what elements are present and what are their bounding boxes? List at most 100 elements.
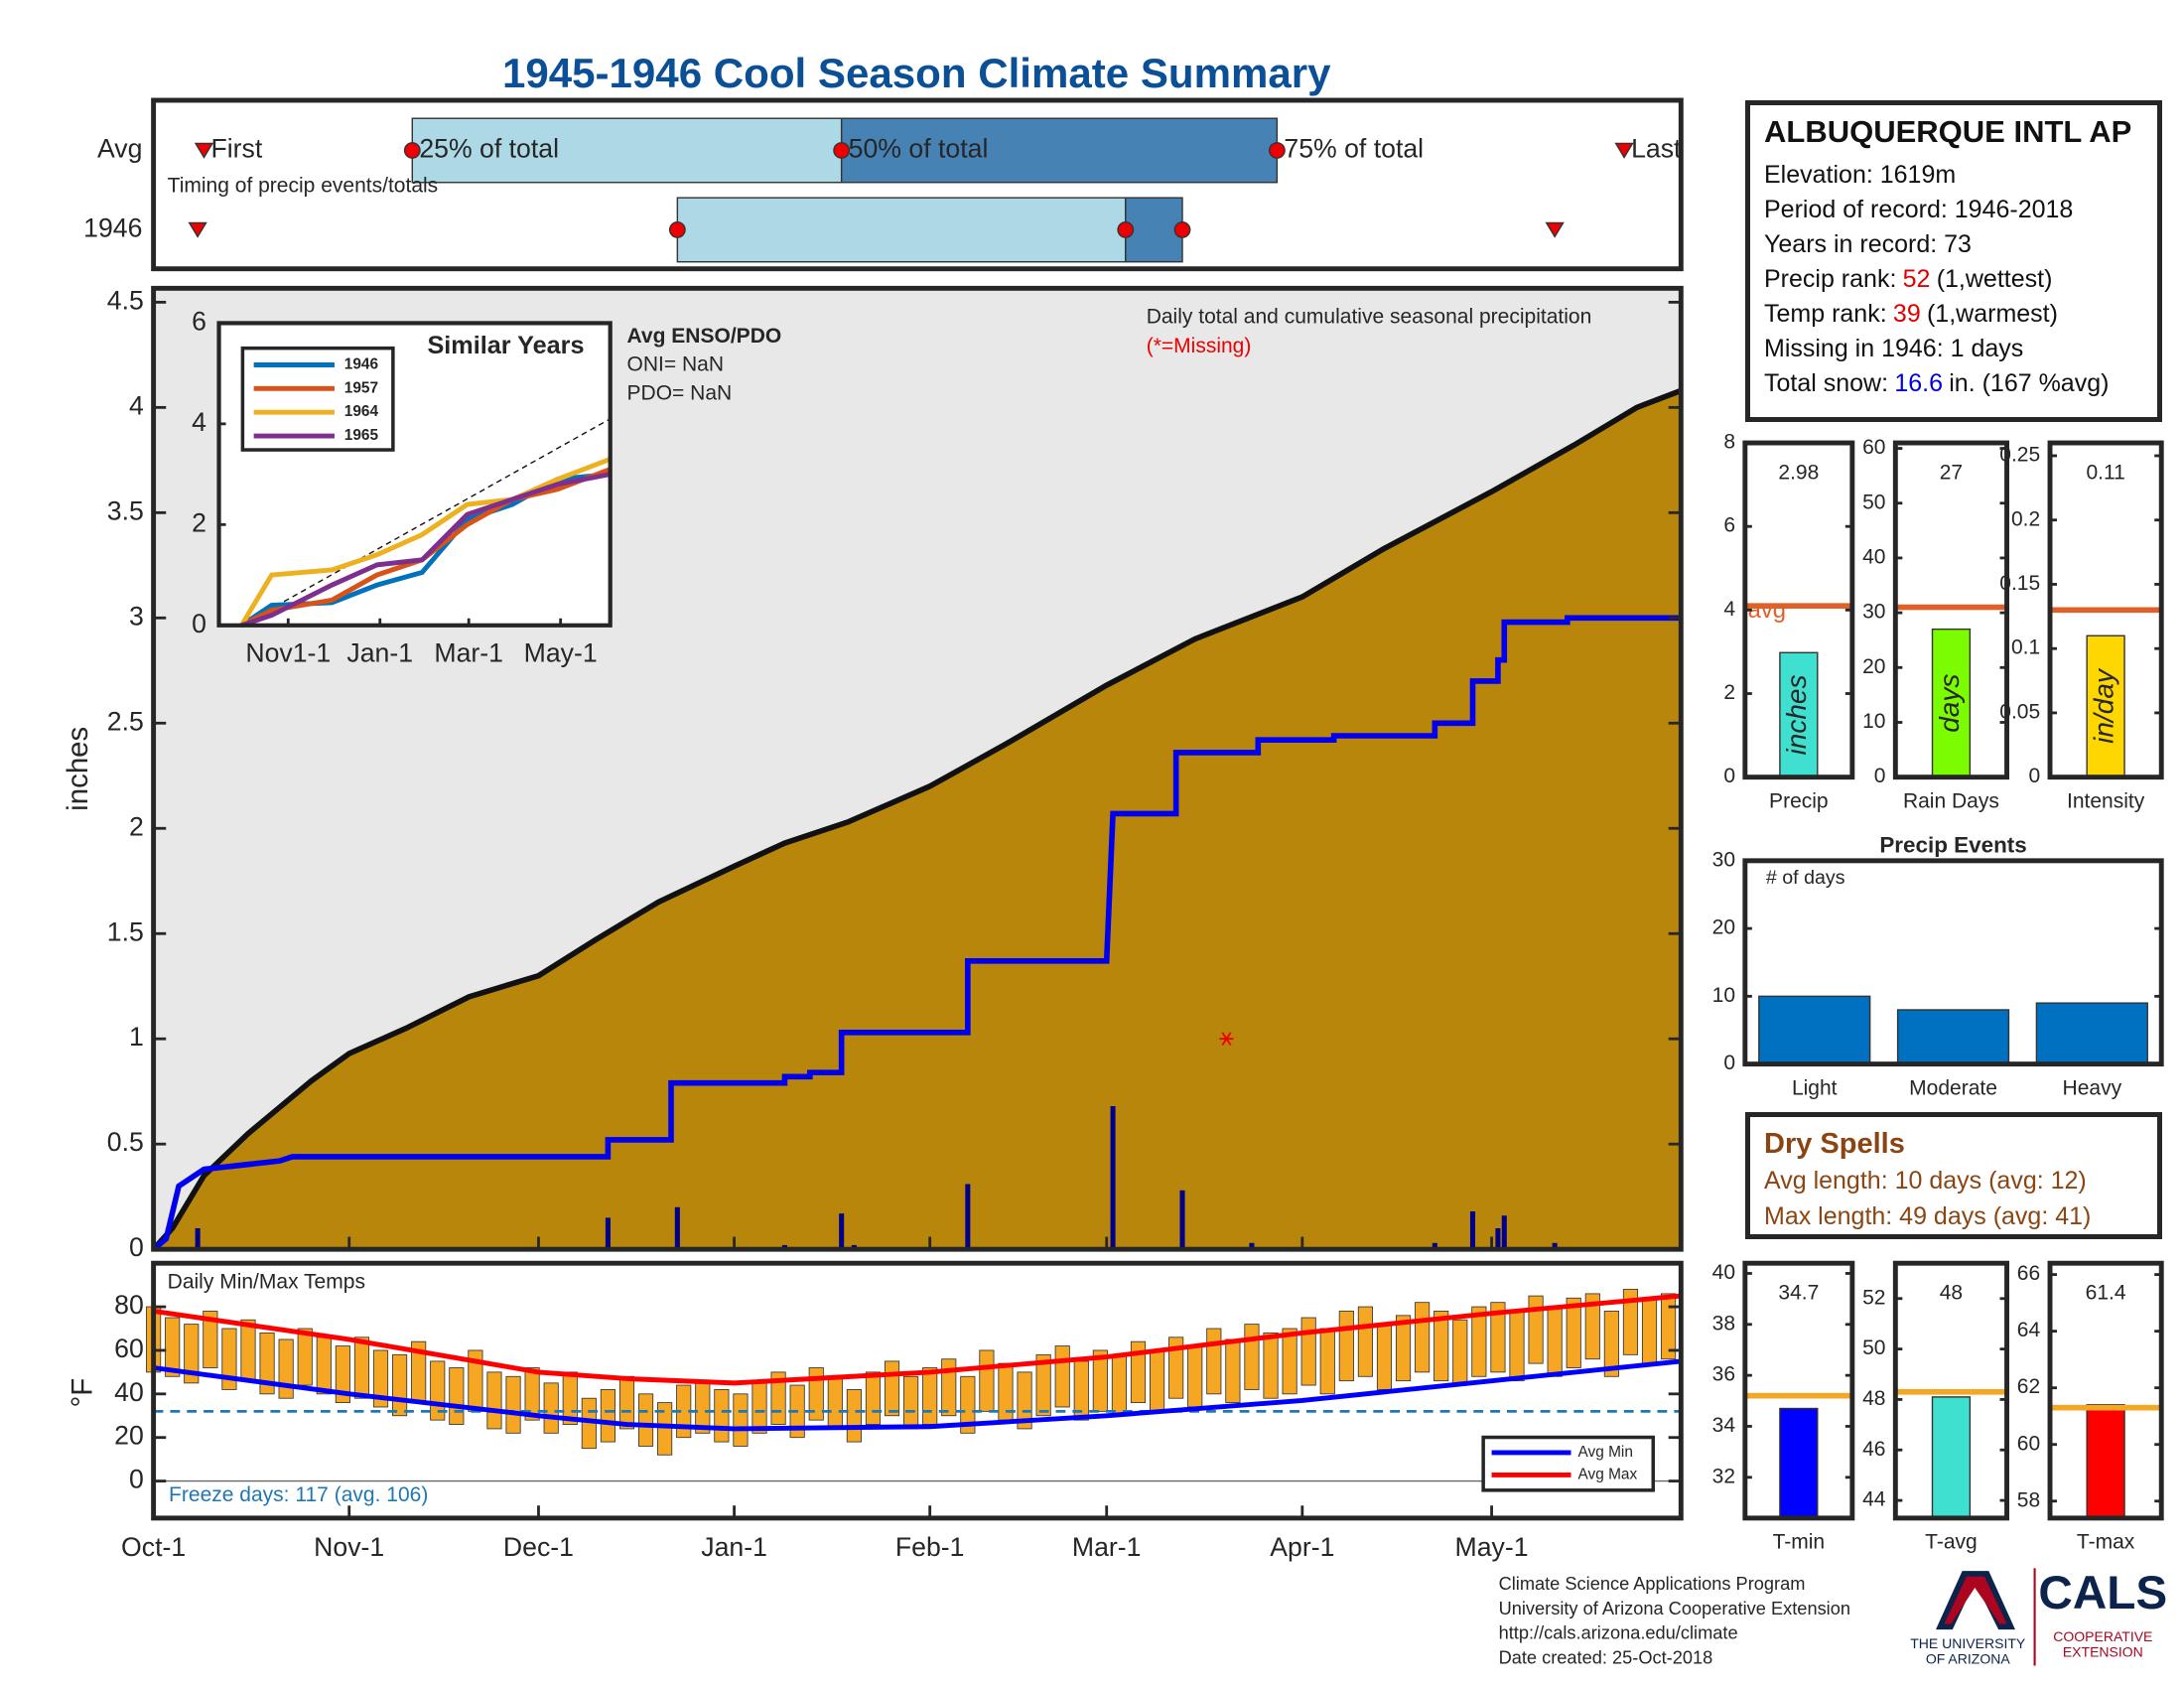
y-tick-label: 20 — [1862, 655, 1885, 678]
legend-label: Avg Min — [1578, 1444, 1633, 1461]
y-tick-label: 4 — [1723, 598, 1735, 621]
y-tick-label: 2.5 — [107, 706, 144, 736]
y-tick-label: 30 — [1712, 848, 1735, 871]
y-tick-label: 2 — [1723, 681, 1735, 704]
y-tick-label: 60 — [1862, 436, 1885, 459]
average-line — [153, 1293, 1682, 1386]
meter-bar — [1779, 651, 1819, 778]
y-tick-label: 36 — [1712, 1363, 1735, 1386]
value-label: 61.4 — [2086, 1282, 2126, 1305]
station-text: Years in record: 73 — [1764, 230, 1972, 258]
station-box: ALBUQUERQUE INTL AP Elevation: 1619m Peri… — [1745, 100, 2162, 422]
y-tick-label: 60 — [2017, 1432, 2040, 1455]
y-tick-label: 0 — [192, 609, 206, 638]
meter-bar — [2086, 1404, 2125, 1519]
temp-range-bar — [1092, 1349, 1108, 1412]
temp-range-bar — [1641, 1297, 1658, 1364]
frame — [151, 97, 1684, 272]
enso-note: Avg ENSO/PDO — [627, 325, 782, 348]
temp-range-bar — [865, 1371, 882, 1425]
panel-title: Daily Min/Max Temps — [168, 1270, 365, 1293]
y-tick-label: 0.15 — [1999, 572, 2040, 595]
series-line — [239, 457, 612, 628]
logo-cals: CALS — [2038, 1567, 2167, 1619]
legend-label: 1965 — [344, 427, 379, 444]
category-label: Intensity — [2067, 789, 2145, 812]
frame — [1892, 440, 2009, 780]
y-tick-label: 58 — [2017, 1488, 2040, 1511]
row-label: 1946 — [83, 212, 142, 242]
meter-bar — [2086, 634, 2125, 778]
y-tick-label: 50 — [1862, 491, 1885, 513]
frame — [1742, 1260, 1855, 1521]
category-label: T-avg — [1925, 1531, 1978, 1554]
temp-range-bar — [316, 1336, 332, 1395]
temp-range-bar — [486, 1371, 502, 1430]
timing-bar — [676, 197, 1127, 263]
y-tick-label: 44 — [1862, 1488, 1886, 1511]
footer-text: Date created: 25-Oct-2018 — [1499, 1646, 1713, 1667]
row-label: Avg — [97, 134, 142, 164]
timing-triangle — [1614, 142, 1634, 159]
category-label: T-max — [2077, 1531, 2135, 1554]
temp-range-bar — [221, 1328, 237, 1390]
enso-note: ONI= NaN — [627, 353, 725, 376]
y-tick-label: 0 — [129, 1465, 144, 1494]
temp-range-bar — [618, 1375, 635, 1430]
station-text: Missing in 1946: 1 days — [1764, 335, 2024, 362]
station-text: in. (167 %avg) — [1949, 369, 2110, 397]
daily-bar — [1179, 1190, 1185, 1250]
temp-range-bar — [259, 1332, 275, 1395]
bar — [1758, 995, 1871, 1065]
temp-range-bar — [1433, 1311, 1449, 1382]
temp-range-bar — [1509, 1311, 1525, 1382]
footer-text: Climate Science Applications Program — [1499, 1573, 1806, 1594]
station-text: (1,warmest) — [1926, 300, 2058, 328]
y-tick-label: 66 — [2017, 1262, 2040, 1285]
y-tick-label: 0.05 — [1999, 700, 2040, 723]
legend-label: Avg Max — [1578, 1466, 1638, 1482]
timing-label: 50% of total — [849, 134, 989, 164]
frame — [2047, 440, 2164, 780]
temp-range-bar — [1452, 1319, 1468, 1386]
temp-range-bar — [1017, 1371, 1032, 1430]
x-tick-label: Mar-1 — [434, 637, 503, 667]
temp-range-bar — [1471, 1306, 1487, 1377]
station-text: 16.6 — [1894, 369, 1943, 397]
value-label: 27 — [1940, 461, 1963, 484]
y-tick-label: 40 — [1862, 545, 1885, 568]
temp-range-bar — [600, 1389, 615, 1443]
temp-range-bar — [1566, 1297, 1581, 1368]
temp-range-bar — [1300, 1317, 1316, 1386]
y-tick-label: 30 — [1862, 601, 1885, 624]
temp-range-bar — [1376, 1324, 1393, 1390]
temp-range-bar — [751, 1380, 767, 1434]
dry-spell-line: Max length: 49 days (avg: 41) — [1764, 1202, 2092, 1230]
meter-bar — [1779, 1407, 1819, 1519]
temp-range-bar — [1319, 1328, 1335, 1395]
temp-range-bar — [1225, 1338, 1241, 1404]
timing-point — [833, 142, 851, 159]
temp-range-bar — [941, 1358, 957, 1417]
temp-range-bar — [1035, 1353, 1051, 1417]
temp-range-bar — [165, 1317, 181, 1377]
meter-unit: inches — [1781, 674, 1812, 755]
y-tick-label: 3.5 — [107, 495, 144, 525]
x-tick-label: Jan-1 — [346, 637, 413, 667]
temp-range-bar — [1282, 1328, 1297, 1395]
legend-label: 1957 — [344, 379, 378, 396]
y-tick-label: 60 — [114, 1334, 144, 1363]
temp-range-bar — [543, 1382, 559, 1434]
y-tick-label: 0 — [1723, 1052, 1735, 1074]
daily-bar — [1495, 1227, 1501, 1250]
x-tick-label: Jan-1 — [701, 1532, 767, 1562]
daily-bar — [1552, 1242, 1558, 1250]
logo-a-inner — [1944, 1576, 2007, 1624]
temp-range-bar — [1547, 1306, 1563, 1377]
daily-bar — [965, 1184, 971, 1250]
x-tick-label: Nov1-1 — [245, 637, 331, 667]
temp-range-bar — [1528, 1295, 1544, 1364]
timing-bar — [1125, 197, 1183, 263]
average-label: avg — [1748, 597, 1786, 624]
